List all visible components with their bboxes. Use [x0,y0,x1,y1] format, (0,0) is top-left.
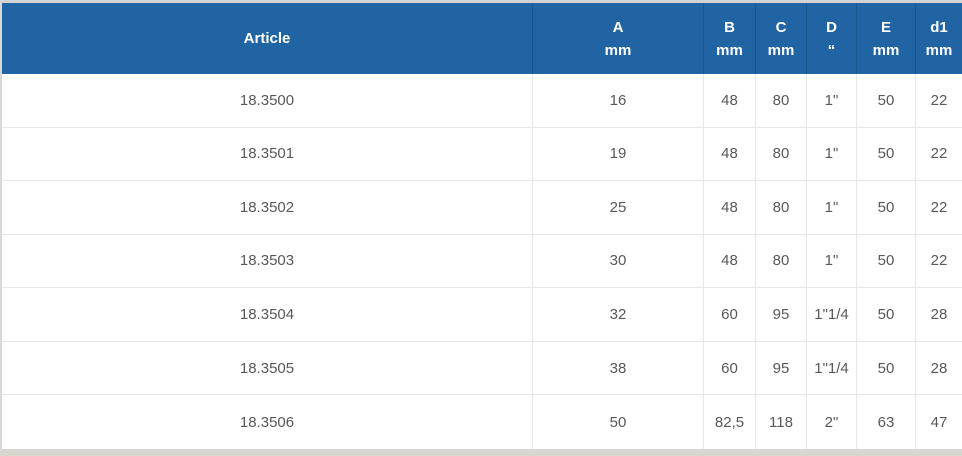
value-cell: 80 [756,127,807,181]
value-cell: 60 [704,341,756,395]
table-body: 18.3500 16 48 80 1" 50 22 18.3501 19 48 80 1" 50 22 18… [2,74,962,449]
value-cell: 95 [756,288,807,341]
column-header-c: C mm [756,3,807,74]
value-cell: 63 [857,395,916,449]
value-cell: 22 [930,145,948,163]
article-cell: 18.3500 [2,74,533,127]
value-cell: 30 [533,234,704,288]
value-cell: 95 [756,341,807,395]
article-cell: 18.3504 [2,288,533,341]
value-cell: 82,5 [704,395,756,449]
value-cell: 1"1/4 [807,288,857,341]
value-cell: 50 [533,395,704,449]
table-bottom-border [0,449,962,456]
column-header-a: A mm [533,3,704,74]
value-cell: 50 [857,234,916,288]
value-cell: 32 [533,288,704,341]
table-row: 18.3501 19 48 80 1" 50 22 [2,127,962,182]
table-header-row: Article A mm B mm C mm D “ E mm d1 mm [2,3,962,74]
column-header-article: Article [2,3,533,74]
value-cell: 19 [533,127,704,181]
value-cell: 28 [930,306,948,324]
column-label: D [826,18,837,36]
value-cell: 47 [930,413,948,431]
value-cell: 48 [704,127,756,181]
value-cell: 2" [807,395,857,449]
table-row: 18.3502 25 48 80 1" 50 22 [2,181,962,235]
table-row: 18.3504 32 60 95 1"1/4 50 28 [2,288,962,342]
column-header-d: D “ [807,3,857,74]
value-cell: 50 [857,288,916,341]
column-label: B [724,18,735,36]
value-cell: 1" [807,74,857,127]
value-cell: 80 [756,74,807,127]
column-label: A [612,18,624,36]
column-unit: mm [872,41,900,59]
column-label: d1 [930,18,948,36]
table-row: 18.3500 16 48 80 1" 50 22 [2,74,962,128]
value-cell: 118 [756,395,807,449]
table-row: 18.3503 30 48 80 1" 50 22 [2,234,962,289]
value-cell: 80 [756,234,807,288]
value-cell: 48 [704,234,756,288]
column-unit: “ [827,41,836,59]
article-cell: 18.3502 [2,181,533,234]
table-left-border [0,0,2,456]
article-cell: 18.3506 [2,395,533,449]
value-cell: 25 [533,181,704,234]
value-cell: 38 [533,341,704,395]
column-label: Article [243,30,291,47]
article-cell: 18.3505 [2,341,533,395]
column-header-e: E mm [857,3,916,74]
value-cell: 28 [930,359,948,377]
value-cell: 1" [807,127,857,181]
column-unit: mm [925,41,953,59]
value-cell: 48 [704,181,756,234]
table-top-border [0,0,962,3]
value-cell: 22 [930,252,948,270]
column-header-d1: d1 mm [916,3,962,74]
column-label: E [880,18,891,36]
column-header-b: B mm [704,3,756,74]
value-cell: 50 [857,341,916,395]
column-unit: mm [716,41,743,59]
table-row: 18.3506 50 82,5 118 2" 63 47 [2,395,962,449]
value-cell: 1" [807,234,857,288]
value-cell: 50 [857,181,916,234]
column-unit: mm [767,41,795,59]
value-cell: 48 [704,74,756,127]
value-cell: 50 [857,74,916,127]
column-label: C [775,18,787,36]
value-cell: 1" [807,181,857,234]
article-cell: 18.3503 [2,234,533,288]
column-unit: mm [604,41,632,59]
value-cell: 16 [533,74,704,127]
table-row: 18.3505 38 60 95 1"1/4 50 28 [2,341,962,396]
value-cell: 80 [756,181,807,234]
value-cell: 22 [930,91,948,109]
value-cell: 22 [930,198,948,216]
value-cell: 1"1/4 [807,341,857,395]
value-cell: 50 [857,127,916,181]
article-cell: 18.3501 [2,127,533,181]
value-cell: 60 [704,288,756,341]
